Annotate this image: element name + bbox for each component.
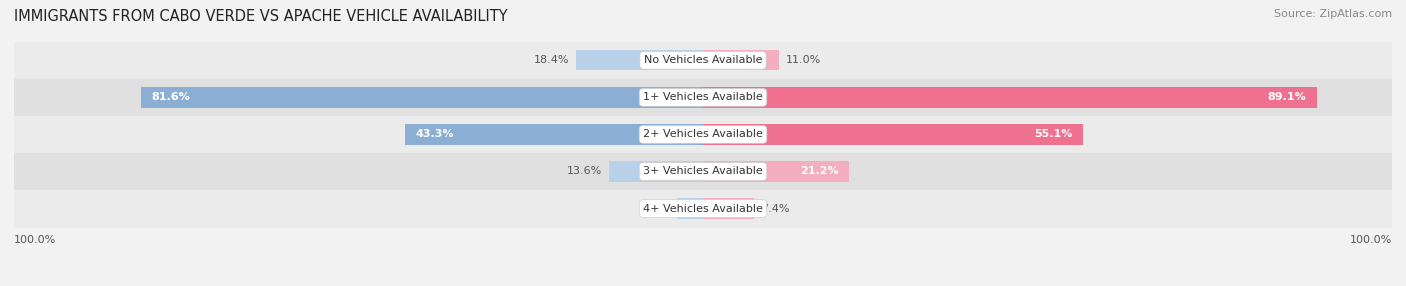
Text: 100.0%: 100.0% (1350, 235, 1392, 245)
Text: 4+ Vehicles Available: 4+ Vehicles Available (643, 204, 763, 214)
Bar (14, 153, 1392, 190)
Text: 1+ Vehicles Available: 1+ Vehicles Available (643, 92, 763, 102)
Bar (576, 50, 703, 70)
Bar (14, 79, 1392, 116)
Bar (703, 161, 849, 182)
Text: 11.0%: 11.0% (786, 55, 821, 65)
Bar (14, 190, 1392, 227)
Bar (609, 161, 703, 182)
Bar (703, 198, 754, 219)
Text: 81.6%: 81.6% (152, 92, 190, 102)
Bar (703, 124, 1083, 145)
Text: 7.4%: 7.4% (761, 204, 789, 214)
Text: Source: ZipAtlas.com: Source: ZipAtlas.com (1274, 9, 1392, 19)
Bar (703, 50, 779, 70)
Bar (405, 124, 703, 145)
Bar (676, 198, 703, 219)
Text: 21.2%: 21.2% (800, 166, 839, 176)
Bar (14, 116, 1392, 153)
Text: 13.6%: 13.6% (567, 166, 602, 176)
Bar (703, 87, 1317, 108)
Text: No Vehicles Available: No Vehicles Available (644, 55, 762, 65)
Text: 3+ Vehicles Available: 3+ Vehicles Available (643, 166, 763, 176)
Text: 3.8%: 3.8% (641, 204, 669, 214)
Bar (141, 87, 703, 108)
Text: 43.3%: 43.3% (415, 130, 454, 139)
Text: 89.1%: 89.1% (1268, 92, 1306, 102)
Text: 100.0%: 100.0% (14, 235, 56, 245)
Text: 18.4%: 18.4% (534, 55, 569, 65)
Bar (14, 42, 1392, 79)
Text: 55.1%: 55.1% (1033, 130, 1073, 139)
Text: 2+ Vehicles Available: 2+ Vehicles Available (643, 130, 763, 139)
Text: IMMIGRANTS FROM CABO VERDE VS APACHE VEHICLE AVAILABILITY: IMMIGRANTS FROM CABO VERDE VS APACHE VEH… (14, 9, 508, 23)
